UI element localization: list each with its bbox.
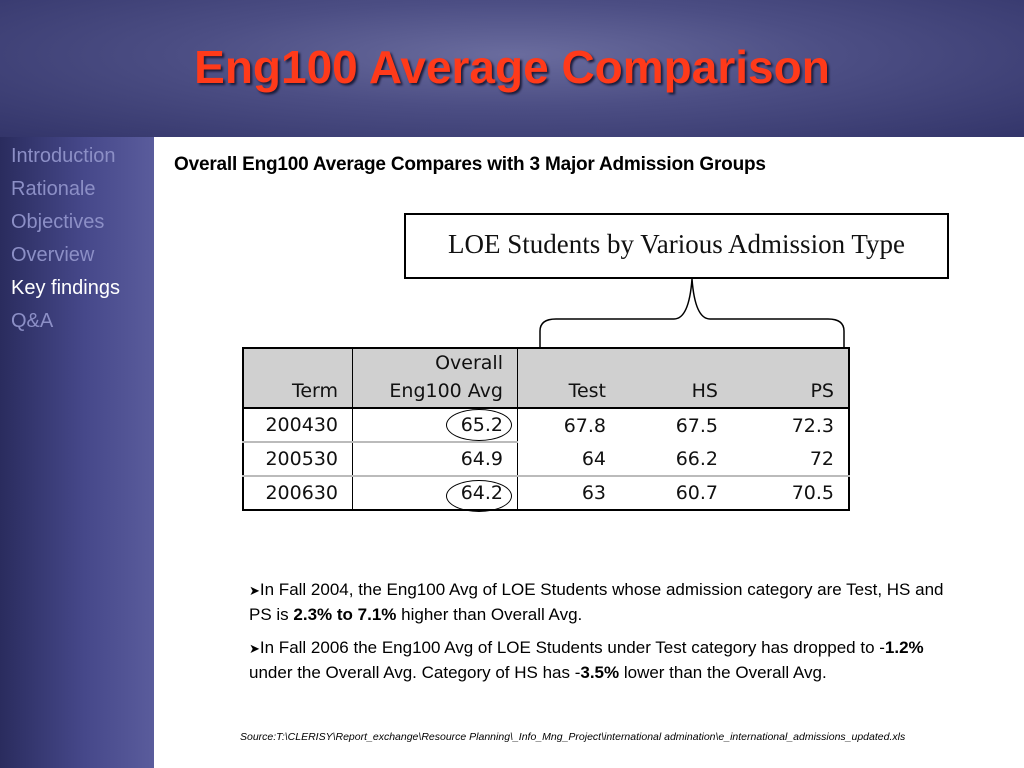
cell-avg: 64.9: [352, 442, 518, 477]
cell-test: 64: [517, 442, 620, 477]
curly-brace-icon: [539, 279, 845, 347]
table-row: 200630 64.2 63 60.7 70.5: [242, 476, 850, 511]
sidebar-nav: Introduction Rationale Objectives Overvi…: [0, 137, 154, 768]
header-ps: PS: [732, 347, 850, 408]
sidebar-item-overview[interactable]: Overview: [11, 244, 95, 266]
highlight-circle-2004: [446, 409, 512, 441]
cell-term: 200630: [242, 476, 353, 511]
admission-table: Term Overall Eng100 Avg Test HS PS 200430…: [242, 347, 850, 511]
header-term: Term: [242, 347, 353, 408]
cell-test: 67.8: [517, 407, 620, 442]
header-test: Test: [517, 347, 620, 408]
cell-hs: 67.5: [620, 407, 732, 442]
cell-hs: 60.7: [620, 476, 732, 511]
sidebar-item-introduction[interactable]: Introduction: [11, 145, 116, 167]
sidebar-item-qa[interactable]: Q&A: [11, 310, 54, 332]
source-note: Source:T:\CLERISY\Report_exchange\Resour…: [240, 731, 906, 743]
cell-ps: 72: [732, 442, 850, 477]
header-avg-line1: Overall: [435, 352, 503, 374]
sidebar-item-objectives[interactable]: Objectives: [11, 211, 105, 233]
slide-title: Eng100 Average Comparison: [194, 41, 830, 93]
table-row: 200430 65.2 67.8 67.5 72.3: [242, 407, 850, 443]
finding-bullet: ➤In Fall 2004, the Eng100 Avg of LOE Stu…: [249, 580, 944, 624]
slide-content: Overall Eng100 Average Compares with 3 M…: [154, 137, 1024, 768]
figure-title: LOE Students by Various Admission Type: [448, 229, 905, 259]
header-overall-avg: Overall Eng100 Avg: [352, 347, 518, 408]
cell-test: 63: [517, 476, 620, 511]
arrow-bullet-icon: ➤: [249, 583, 260, 598]
cell-term: 200430: [242, 407, 353, 443]
arrow-bullet-icon: ➤: [249, 641, 260, 656]
header-avg-line2: Eng100 Avg: [389, 380, 503, 402]
slide-header: Eng100 Average Comparison: [0, 0, 1024, 137]
header-hs: HS: [620, 347, 732, 408]
sidebar-item-rationale[interactable]: Rationale: [11, 178, 96, 200]
highlight-circle-2006: [446, 480, 512, 512]
cell-term: 200530: [242, 442, 353, 477]
table-row: 200530 64.9 64 66.2 72: [242, 442, 850, 477]
cell-hs: 66.2: [620, 442, 732, 477]
figure-title-box: LOE Students by Various Admission Type: [404, 213, 949, 279]
content-subtitle: Overall Eng100 Average Compares with 3 M…: [174, 154, 766, 175]
sidebar-item-key-findings[interactable]: Key findings: [11, 277, 120, 299]
finding-bullet: ➤In Fall 2006 the Eng100 Avg of LOE Stud…: [249, 638, 924, 682]
findings-list: ➤In Fall 2004, the Eng100 Avg of LOE Stu…: [249, 578, 949, 694]
cell-ps: 70.5: [732, 476, 850, 511]
cell-ps: 72.3: [732, 407, 850, 442]
